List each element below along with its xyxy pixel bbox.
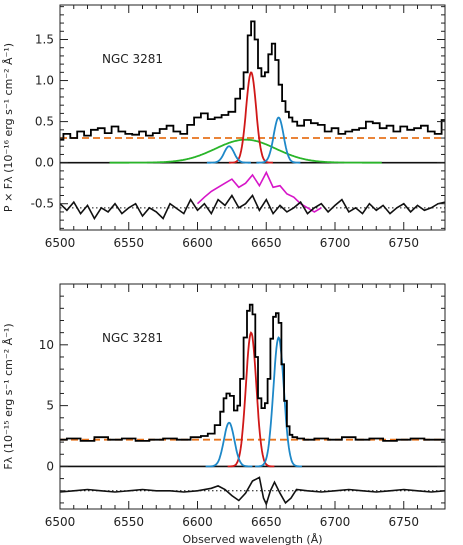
gaussian-component-2: [205, 421, 253, 468]
y-tick-label: 1.5: [35, 32, 54, 46]
x-tick-label: 6700: [320, 515, 351, 529]
x-tick-label: 6650: [251, 515, 282, 529]
gaussian-component-1: [109, 138, 382, 164]
x-axis-title: Observed wavelength (Å): [182, 533, 322, 545]
gaussian-component-2: [228, 71, 273, 164]
x-tick-label: 6750: [388, 515, 419, 529]
object-annotation: NGC 3281: [102, 52, 163, 66]
y-tick-label: 10: [39, 338, 54, 352]
plot-area: [60, 20, 445, 221]
x-tick-label: 6600: [182, 236, 213, 250]
y-axis-title: Fλ (10⁻¹⁵ erg s⁻¹ cm⁻² Å⁻¹): [2, 323, 15, 469]
y-tick-label: -0.5: [31, 197, 54, 211]
x-tick-label: 6650: [251, 236, 282, 250]
x-tick-label: 6550: [113, 515, 144, 529]
top-panel: 6500 6550 6600 6650 6700 6750 0.0 0.5 1.0 1.5 -0.5…: [2, 4, 446, 250]
residual-curve: [60, 193, 445, 221]
x-tick-label: 6550: [113, 236, 144, 250]
residual-curve: [60, 476, 445, 507]
plot-area: [60, 303, 445, 507]
x-tick-label: 6500: [45, 236, 76, 250]
bottom-panel: 6500 6550 6600 6650 6700 6750 0 5 10 NGC 3281 Fλ (…: [2, 283, 446, 545]
x-tick-label: 6600: [182, 515, 213, 529]
x-tick-label: 6700: [320, 236, 351, 250]
gaussian-component-3: [255, 336, 302, 468]
y-tick-label: 5: [46, 399, 54, 413]
gaussian-component-3: [206, 145, 251, 164]
y-tick-label: 0: [46, 459, 54, 473]
gaussian-component-4: [256, 116, 301, 164]
y-tick-label: 0.5: [35, 115, 54, 129]
x-tick-label: 6750: [388, 236, 419, 250]
axes-frame: [59, 283, 446, 510]
observed-spectrum: [60, 20, 445, 141]
object-annotation: NGC 3281: [102, 331, 163, 345]
observed-spectrum: [60, 303, 445, 442]
gaussian-component-1: [227, 331, 275, 468]
narrow-only-curve: [196, 170, 322, 213]
y-axis-title: P × Fλ (10⁻¹⁶ erg s⁻¹ cm⁻² Å⁻¹): [2, 43, 15, 212]
y-tick-label: 0.0: [35, 156, 54, 170]
x-tick-label: 6500: [45, 515, 76, 529]
y-tick-label: 1.0: [35, 74, 54, 88]
